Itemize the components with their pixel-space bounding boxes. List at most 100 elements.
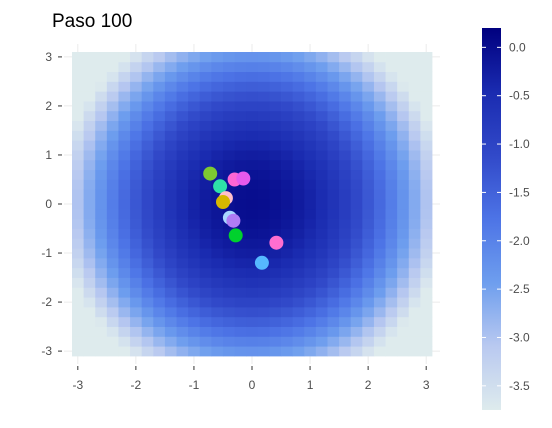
heatmap-tile xyxy=(327,228,340,239)
heatmap-tile xyxy=(141,71,154,82)
heatmap-tile xyxy=(83,110,96,122)
heatmap-tile xyxy=(246,336,259,347)
heatmap-tile xyxy=(141,52,154,63)
heatmap-tile xyxy=(83,81,96,92)
heatmap-tile xyxy=(327,297,340,308)
heatmap-tile xyxy=(292,336,305,347)
heatmap-tile xyxy=(164,306,177,318)
heatmap-tile xyxy=(420,91,433,102)
heatmap-tile xyxy=(339,81,352,92)
heatmap-tile xyxy=(95,346,108,357)
heatmap-tile xyxy=(246,52,259,63)
heatmap-tile xyxy=(118,199,131,210)
heatmap-tile xyxy=(339,150,352,161)
heatmap-tile xyxy=(211,71,224,82)
heatmap-tile xyxy=(199,287,212,298)
heatmap-tile xyxy=(408,81,421,92)
heatmap-tile xyxy=(281,228,294,239)
heatmap-tile xyxy=(269,159,282,171)
heatmap-tile xyxy=(164,130,177,141)
heatmap-tile xyxy=(72,101,85,112)
heatmap-tile xyxy=(141,346,154,357)
heatmap-tile xyxy=(257,199,270,210)
heatmap-tile xyxy=(199,199,212,210)
heatmap-tile xyxy=(118,169,131,180)
heatmap-tile xyxy=(246,238,259,249)
heatmap-tile xyxy=(118,101,131,112)
heatmap-tile xyxy=(153,110,166,122)
data-point-11 xyxy=(254,255,269,270)
heatmap-tile xyxy=(420,179,433,190)
heatmap-tile xyxy=(234,297,247,308)
heatmap-tile xyxy=(327,238,340,249)
heatmap-tile xyxy=(339,287,352,298)
heatmap-tile xyxy=(420,257,433,269)
heatmap-tile xyxy=(362,159,375,171)
heatmap-tile xyxy=(385,140,398,151)
heatmap-tile xyxy=(269,179,282,190)
heatmap-tile xyxy=(164,238,177,249)
heatmap-tile xyxy=(164,257,177,269)
heatmap-tile xyxy=(257,218,270,229)
heatmap-tile xyxy=(72,287,85,298)
heatmap-tile xyxy=(176,91,189,102)
heatmap-tile xyxy=(153,179,166,190)
heatmap-tile xyxy=(397,91,410,102)
heatmap-tile xyxy=(130,179,143,190)
heatmap-tile xyxy=(269,150,282,161)
heatmap-tile xyxy=(130,61,143,73)
heatmap-tile xyxy=(339,267,352,278)
heatmap-tile xyxy=(176,257,189,269)
heatmap-tile xyxy=(281,248,294,259)
heatmap-tile xyxy=(95,140,108,151)
heatmap-tile xyxy=(420,218,433,229)
heatmap-tile xyxy=(95,306,108,318)
heatmap-tile xyxy=(373,267,386,278)
heatmap-tile xyxy=(269,228,282,239)
heatmap-tile xyxy=(95,267,108,278)
heatmap-tile xyxy=(397,110,410,122)
heatmap-tile xyxy=(420,81,433,92)
heatmap-tile xyxy=(350,159,363,171)
heatmap-tile xyxy=(106,120,119,131)
heatmap-tile xyxy=(199,228,212,239)
heatmap-tile xyxy=(130,52,143,63)
heatmap-tile xyxy=(304,346,317,357)
heatmap-tile xyxy=(106,257,119,269)
heatmap-tile xyxy=(130,199,143,210)
heatmap-tile xyxy=(373,189,386,200)
heatmap-tile xyxy=(222,316,235,327)
heatmap-tile xyxy=(420,71,433,82)
heatmap-tile xyxy=(339,228,352,239)
heatmap-tile xyxy=(222,150,235,161)
heatmap-tile xyxy=(188,159,201,171)
heatmap-tile xyxy=(176,179,189,190)
heatmap-tile xyxy=(385,120,398,131)
heatmap-tile xyxy=(408,326,421,337)
heatmap-tile xyxy=(72,306,85,318)
heatmap-tile xyxy=(350,287,363,298)
heatmap-tile xyxy=(118,120,131,131)
heatmap-tile xyxy=(95,277,108,288)
heatmap-tile xyxy=(339,120,352,131)
heatmap-tile xyxy=(373,316,386,327)
heatmap-tile xyxy=(199,208,212,220)
heatmap-tile xyxy=(199,159,212,171)
heatmap-tile xyxy=(408,110,421,122)
data-point-1 xyxy=(203,166,218,181)
heatmap-tile xyxy=(222,140,235,151)
heatmap-tile xyxy=(72,199,85,210)
heatmap-tile xyxy=(222,159,235,171)
heatmap-tile xyxy=(281,52,294,63)
heatmap-tile xyxy=(95,110,108,122)
heatmap-tile xyxy=(350,228,363,239)
heatmap-tile xyxy=(106,110,119,122)
heatmap-tile xyxy=(257,336,270,347)
heatmap-tile xyxy=(385,208,398,220)
heatmap-tile xyxy=(362,52,375,63)
heatmap-tile xyxy=(188,218,201,229)
heatmap-tile xyxy=(362,120,375,131)
heatmap-tile xyxy=(106,277,119,288)
heatmap-tile xyxy=(130,336,143,347)
heatmap-tile xyxy=(350,110,363,122)
